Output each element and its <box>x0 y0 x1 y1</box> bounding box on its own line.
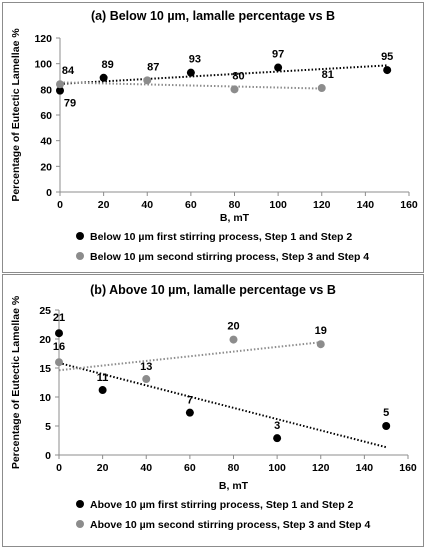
data-point-series-2 <box>55 358 63 367</box>
data-point-series-2 <box>230 85 239 94</box>
data-label: 16 <box>53 341 65 353</box>
legend-marker-series-1 <box>76 232 84 240</box>
x-tick-label: 120 <box>313 199 331 211</box>
trendline-series-2 <box>58 341 321 372</box>
data-point-series-1 <box>56 86 64 95</box>
x-tick-label: 120 <box>312 462 330 474</box>
x-tick-label: 140 <box>356 462 374 474</box>
data-point-series-2 <box>316 340 325 349</box>
y-tick-label: 20 <box>39 334 51 346</box>
data-label: 20 <box>227 321 239 333</box>
y-axis-title: Percentage of Eutectic Lamellae % <box>10 295 22 469</box>
x-tick-label: 20 <box>98 199 110 211</box>
data-label: 87 <box>147 61 159 73</box>
data-point-series-2 <box>142 375 151 384</box>
x-tick-label: 80 <box>229 199 241 211</box>
data-point-series-1 <box>185 408 194 417</box>
data-label: 97 <box>272 49 284 61</box>
x-tick-label: 0 <box>57 199 63 211</box>
data-point-series-2 <box>56 80 64 89</box>
data-label: 19 <box>315 325 327 337</box>
legend-label-series-1: Below 10 µm first stirring process, Step… <box>90 231 352 243</box>
x-tick-label: 60 <box>185 199 197 211</box>
x-tick-label: 160 <box>400 199 418 211</box>
x-tick-label: 0 <box>56 462 62 474</box>
data-point-series-1 <box>273 434 282 443</box>
x-tick-label: 100 <box>269 199 287 211</box>
chart-title: (b) Above 10 µm, lamalle percentage vs B <box>90 283 336 297</box>
y-axis-title: Percentage of Eutectic Lamellae % <box>10 28 22 202</box>
chart-a: (a) Below 10 µm, lamalle percentage vs B… <box>10 9 418 263</box>
y-tick-label: 20 <box>40 161 52 173</box>
y-tick-label: 5 <box>45 421 51 433</box>
data-point-series-1 <box>186 68 195 77</box>
y-tick-label: 100 <box>34 59 52 71</box>
y-tick-label: 60 <box>40 110 52 122</box>
data-point-series-1 <box>55 329 63 338</box>
y-tick-label: 80 <box>40 84 52 96</box>
data-point-series-1 <box>99 73 108 82</box>
data-label: 11 <box>97 372 109 384</box>
legend-label-series-1: Above 10 µm first stirring process, Step… <box>90 499 354 511</box>
chart-panel-b: (b) Above 10 µm, lamalle percentage vs B… <box>2 274 424 547</box>
data-point-series-2 <box>317 84 326 93</box>
data-label: 84 <box>62 65 75 77</box>
legend-label-series-2: Above 10 µm second stirring process, Ste… <box>90 519 370 531</box>
data-point-series-1 <box>274 63 283 72</box>
y-tick-label: 15 <box>39 363 51 375</box>
data-label: 79 <box>64 98 76 110</box>
trendline-series-1 <box>58 361 387 449</box>
data-point-series-2 <box>229 335 238 344</box>
x-tick-label: 20 <box>97 462 109 474</box>
data-label: 80 <box>232 70 244 82</box>
chart-b: (b) Above 10 µm, lamalle percentage vs B… <box>10 283 417 531</box>
x-axis-title: B, mT <box>220 212 250 224</box>
chart-title: (a) Below 10 µm, lamalle percentage vs B <box>91 9 335 23</box>
y-tick-label: 25 <box>39 305 51 317</box>
data-label: 89 <box>102 59 114 71</box>
data-label: 7 <box>187 395 193 407</box>
x-tick-label: 80 <box>228 462 240 474</box>
x-tick-label: 40 <box>140 462 152 474</box>
data-label: 81 <box>322 69 334 81</box>
y-tick-label: 40 <box>40 136 52 148</box>
legend-marker-series-1 <box>76 500 84 508</box>
y-tick-label: 0 <box>46 187 52 199</box>
data-label: 95 <box>381 51 393 63</box>
x-tick-label: 160 <box>399 462 417 474</box>
legend-marker-series-2 <box>76 252 84 260</box>
data-point-series-1 <box>98 386 107 395</box>
data-label: 3 <box>274 420 280 432</box>
data-point-series-2 <box>143 76 152 85</box>
trendline-series-1 <box>59 64 388 85</box>
chart-panel-a: (a) Below 10 µm, lamalle percentage vs B… <box>2 2 424 273</box>
data-point-series-1 <box>383 66 392 75</box>
x-tick-label: 140 <box>357 199 375 211</box>
y-tick-label: 120 <box>34 33 52 45</box>
x-tick-label: 60 <box>184 462 196 474</box>
x-tick-label: 100 <box>268 462 286 474</box>
data-label: 13 <box>140 361 152 373</box>
data-label: 21 <box>53 312 65 324</box>
x-axis-title: B, mT <box>219 480 249 492</box>
data-label: 5 <box>383 407 389 419</box>
y-tick-label: 10 <box>39 392 51 404</box>
trendline-series-2 <box>59 81 322 90</box>
legend-marker-series-2 <box>76 520 84 528</box>
x-tick-label: 40 <box>141 199 153 211</box>
legend-label-series-2: Below 10 µm second stirring process, Ste… <box>90 251 369 263</box>
data-point-series-1 <box>382 422 391 430</box>
y-tick-label: 0 <box>45 450 51 462</box>
data-label: 93 <box>189 54 201 66</box>
